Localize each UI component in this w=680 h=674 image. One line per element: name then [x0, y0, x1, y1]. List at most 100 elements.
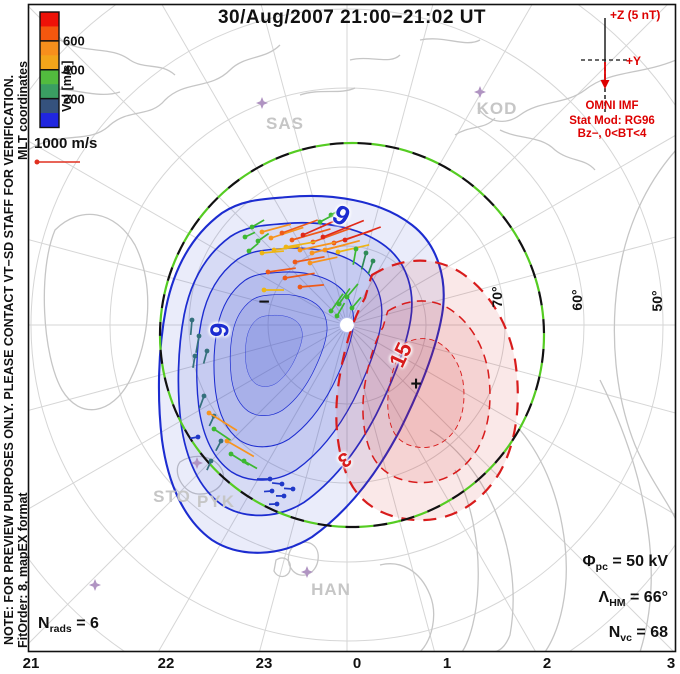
imf-source-label: OMNI IMF: [585, 100, 639, 112]
velocity-vector: [328, 207, 343, 218]
magnetic-pole-marker: [340, 318, 354, 332]
velocity-vector: [279, 219, 318, 236]
preview-note: NOTE: FOR PREVIEW PURPOSES ONLY. PLEASE …: [2, 74, 16, 645]
velocity-vector: [198, 393, 207, 409]
radar-station-markers: [89, 86, 486, 591]
station-marker-icon: [474, 86, 486, 98]
mlt-axis-label-1: 1: [442, 655, 452, 672]
latitude-label-60: 60°: [569, 289, 585, 311]
velocity-vector: [202, 348, 210, 364]
velocity-vector: [242, 231, 256, 240]
velocity-vector: [268, 226, 304, 241]
velocity-vector: [275, 493, 287, 499]
velocity-vector: [349, 296, 362, 311]
station-marker-icon: [191, 457, 203, 469]
station-marker-icon: [301, 566, 313, 578]
velocity-vector: [206, 410, 238, 432]
coastlines: [29, 38, 675, 651]
colorbar-border: [39, 11, 60, 129]
imf-dial: [581, 18, 629, 112]
velocity-vector: [300, 217, 342, 238]
colorbar-tick-600: 600: [63, 33, 85, 49]
station-label-pyk: PYK: [197, 492, 235, 511]
hm-boundary-latitude: ΛHM = 66°: [598, 589, 668, 610]
imf-model-label: Stat Mod: RG96: [569, 115, 655, 127]
station-marker-icon: [256, 97, 268, 109]
coordinate-system-label: MLT coordinates: [16, 60, 30, 160]
station-label-sto: STO: [153, 487, 191, 506]
velocity-vector: [360, 250, 369, 270]
velocity-vector: [259, 250, 284, 256]
velocity-vector: [282, 272, 315, 281]
imf-condition-label: Bz−, 0<BT<4: [577, 128, 647, 140]
latitude-label-70: 70°: [489, 286, 505, 308]
velocity-vector: [271, 481, 285, 487]
velocity-vector: [259, 223, 292, 235]
velocity-vector: [265, 267, 296, 275]
latitude-label-50: 50°: [649, 290, 665, 312]
mlt-axis-label-22: 22: [157, 655, 175, 672]
positive-cell-sign: +: [410, 374, 422, 395]
velocity-vector: [297, 284, 324, 290]
velocity-vector: [334, 302, 346, 319]
station-label-kod: KOD: [476, 99, 518, 118]
velocity-vector: [297, 241, 336, 253]
velocity-vector: [367, 258, 376, 275]
velocity-vector: [268, 501, 280, 507]
velocity-vector: [283, 486, 296, 492]
velocity-vector: [192, 353, 198, 368]
velocity-vector: [189, 434, 201, 440]
velocity-vector: [322, 239, 360, 253]
plot-frame: [27, 3, 677, 653]
mlt-axis-label-21: 21: [22, 655, 40, 672]
imf-z-axis-label: +Z (5 nT): [610, 8, 661, 22]
negative-cell-sign: −: [258, 292, 270, 313]
velocity-vector: [257, 476, 273, 482]
reference-vector-glyph: [34, 159, 80, 165]
velocity-vector: [224, 438, 255, 458]
velocity-vectors: [189, 207, 381, 507]
velocity-vector: [263, 488, 275, 494]
station-label-han: HAN: [311, 580, 351, 599]
velocity-colorbar: [40, 12, 59, 128]
velocity-vector: [320, 219, 365, 240]
velocity-vector: [344, 283, 359, 300]
colorbar-tick-400: 400: [63, 62, 85, 78]
mlt-axis-label-3: 3: [666, 655, 676, 672]
colorbar-tick-200: 200: [63, 91, 85, 107]
velocity-vector: [211, 426, 232, 441]
reference-vector-label: 1000 m/s: [34, 135, 98, 152]
cross-polar-cap-potential: Φpc = 50 kV: [582, 553, 668, 574]
mlt-axis-label-2: 2: [542, 655, 552, 672]
velocity-vector: [255, 232, 270, 244]
potential-contours: [157, 194, 519, 554]
velocity-vector: [292, 255, 325, 265]
velocity-vector: [195, 333, 202, 353]
velocity-vector: [189, 317, 195, 336]
velocity-vector: [328, 293, 344, 314]
velocity-vector: [206, 458, 214, 471]
velocity-vector: [246, 242, 259, 254]
mlt-axis-label-23: 23: [255, 655, 273, 672]
station-marker-icon: [89, 579, 101, 591]
velocity-vector: [215, 438, 224, 452]
heppner-maynard-boundary: [158, 141, 546, 529]
fit-order-note: FitOrder: 8, mapEX format: [16, 492, 30, 648]
plot-title: 30/Aug/2007 21:00−21:02 UT: [217, 7, 487, 28]
vector-count: Nvc = 68: [608, 624, 668, 645]
radar-count: Nrads = 6: [38, 615, 99, 636]
mlt-axis-label-0: 0: [352, 655, 362, 672]
velocity-vector: [352, 246, 359, 265]
station-label-sas: SAS: [266, 114, 304, 133]
velocity-vector: [241, 458, 258, 470]
velocity-vector: [336, 287, 351, 307]
velocity-vector: [342, 226, 381, 243]
velocity-vector: [335, 243, 370, 255]
velocity-vector: [228, 451, 250, 466]
velocity-vector: [249, 219, 265, 230]
imf-y-axis-label: +Y: [626, 54, 642, 68]
contour-label-6: 6: [203, 321, 236, 339]
velocity-vector: [289, 228, 331, 243]
